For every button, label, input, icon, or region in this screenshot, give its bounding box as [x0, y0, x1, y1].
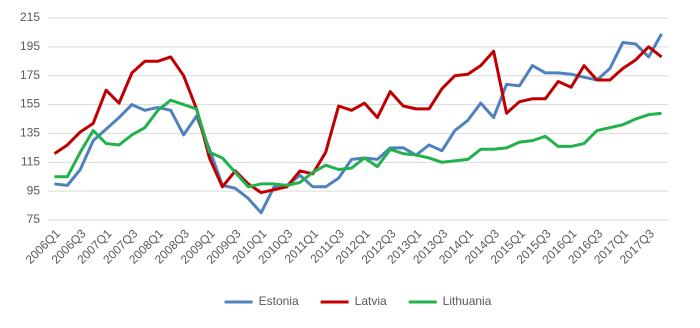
- y-tick-label: 175: [20, 68, 40, 82]
- legend-label: Lithuania: [443, 294, 492, 308]
- y-tick-label: 115: [21, 154, 40, 168]
- data-line: [54, 33, 663, 215]
- y-tick-label: 95: [27, 183, 41, 197]
- y-tick-label: 75: [27, 212, 41, 226]
- data-line: [53, 45, 663, 195]
- y-tick-label: 215: [20, 10, 40, 24]
- y-tick-label: 135: [20, 126, 40, 140]
- legend-label: Estonia: [259, 294, 299, 308]
- y-tick-label: 195: [20, 39, 40, 53]
- data-line: [54, 98, 662, 189]
- y-tick-label: 155: [20, 97, 40, 111]
- legend-label: Latvia: [355, 294, 387, 308]
